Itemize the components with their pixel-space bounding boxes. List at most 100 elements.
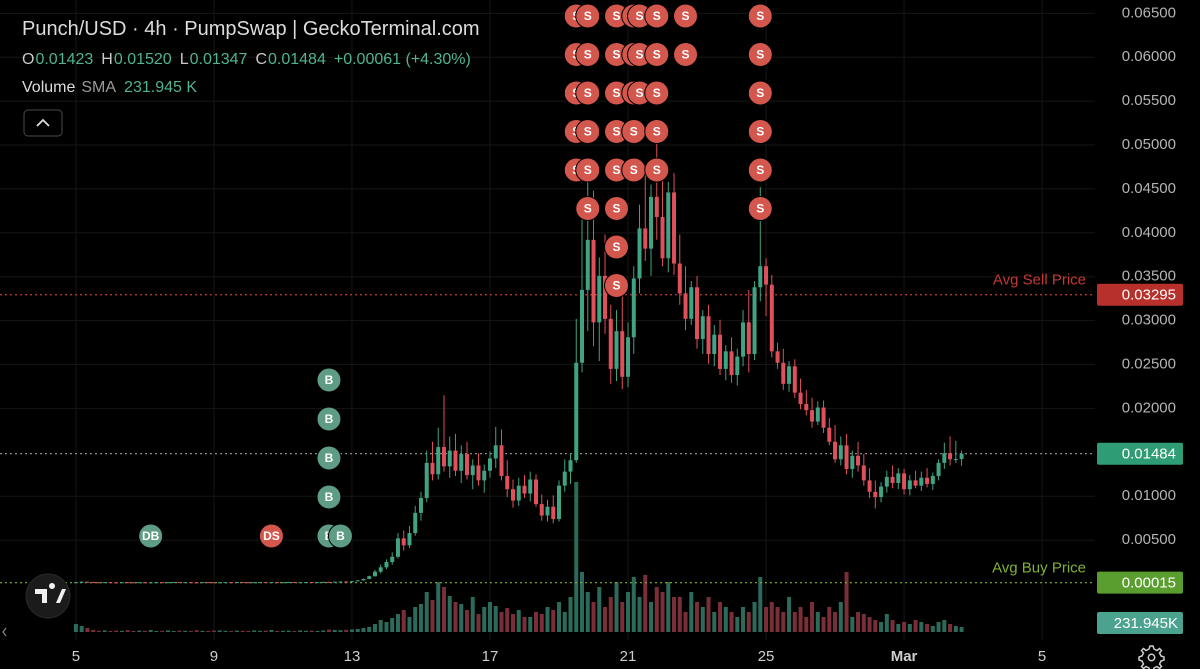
candle-body <box>585 239 590 290</box>
trade-marker-label: S <box>613 86 621 100</box>
volume-sma-badge <box>1097 612 1183 635</box>
trade-marker <box>747 80 773 106</box>
candle-body <box>654 196 659 218</box>
price-badge <box>1097 283 1183 306</box>
trade-marker-label: S <box>613 163 621 177</box>
candle-body <box>395 538 400 557</box>
candle-body <box>833 441 838 460</box>
volume-bar <box>367 626 372 632</box>
candle-body <box>240 582 245 584</box>
candle-body <box>137 582 142 584</box>
volume-bar <box>332 629 337 632</box>
price-line-name: Avg Buy Price <box>992 560 1086 577</box>
trade-marker-label: DS <box>263 529 280 543</box>
ohlc-value: 0.01484 <box>268 51 326 68</box>
candle-body <box>125 582 130 584</box>
ohlc-key: L <box>179 51 189 68</box>
volume-bar <box>211 630 216 632</box>
collapse-button[interactable] <box>23 109 63 137</box>
candle-body <box>85 581 90 583</box>
volume-bar <box>654 586 659 632</box>
volume-bar <box>643 574 648 632</box>
candle-body <box>856 455 861 466</box>
candle-body <box>551 506 556 520</box>
volume-legend: Volume SMA 231.945 K <box>22 79 205 97</box>
volume-bar <box>390 618 395 632</box>
y-tick-label: 0.02500 <box>1122 355 1176 372</box>
trade-marker <box>747 3 773 29</box>
y-tick-label: 0.06500 <box>1122 4 1176 21</box>
volume-bar <box>936 621 941 632</box>
volume-bar <box>890 619 895 632</box>
candle-body <box>430 462 435 475</box>
volume-bar <box>292 630 297 632</box>
trade-marker <box>673 42 699 67</box>
volume-bar <box>844 571 849 632</box>
volume-bar <box>275 630 280 632</box>
candle-body <box>367 576 372 579</box>
volume-bar <box>309 630 314 632</box>
trade-marker-label: S <box>756 9 764 23</box>
volume-bar <box>752 601 757 632</box>
candle-body <box>948 453 953 460</box>
volume-bar <box>459 604 464 632</box>
x-tick-label: 25 <box>758 648 775 665</box>
trade-marker <box>604 273 630 298</box>
scroll-left[interactable] <box>2 627 7 637</box>
volume-bar <box>631 576 636 632</box>
trade-marker-label: S <box>653 163 661 177</box>
volume-bar <box>131 630 136 632</box>
volume-bar <box>269 629 274 632</box>
volume-bar <box>597 586 602 632</box>
candle-body <box>884 476 889 487</box>
candle-body <box>700 316 705 340</box>
ohlc-legend: O0.01423 H0.01520 L0.01347 C0.01484 +0.00061… <box>22 51 479 69</box>
candle-body <box>510 489 515 501</box>
volume-bar <box>913 619 918 632</box>
candle-body <box>91 582 96 584</box>
volume-bar <box>384 621 389 632</box>
candle-body <box>804 404 809 411</box>
candle-body <box>574 362 579 461</box>
volume-bar <box>229 630 234 632</box>
volume-bar <box>407 616 412 632</box>
trade-marker-label: S <box>682 48 690 62</box>
candle-body <box>298 582 303 584</box>
trade-marker <box>673 3 699 29</box>
candle-body <box>953 459 958 461</box>
volume-name: Volume <box>22 79 76 96</box>
candles <box>73 143 964 584</box>
settings-button[interactable] <box>1138 645 1165 669</box>
candle-body <box>821 407 826 428</box>
candle-body <box>102 582 107 584</box>
trade-marker-label: S <box>653 9 661 23</box>
price-badge-label: 0.01484 <box>1122 446 1176 463</box>
volume-bar <box>447 595 452 632</box>
candle-body <box>355 580 360 582</box>
trade-marker-label: S <box>584 163 592 177</box>
candle-body <box>925 477 930 484</box>
candle-body <box>706 316 711 354</box>
candle-body <box>505 476 510 490</box>
volume-bar <box>620 601 625 632</box>
trade-marker-label: S <box>613 240 621 254</box>
candle-body <box>533 479 538 505</box>
trade-marker-label: S <box>613 48 621 62</box>
volume-bar <box>119 630 124 632</box>
volume-bar <box>689 591 694 632</box>
volume-bar <box>516 609 521 632</box>
trade-marker-label: S <box>613 279 621 293</box>
trade-marker-label: S <box>756 202 764 216</box>
volume-bar <box>637 596 642 632</box>
trade-marker-label: S <box>636 9 644 23</box>
trade-marker <box>575 80 601 106</box>
volume-bar <box>580 571 585 632</box>
logo[interactable] <box>25 573 71 619</box>
candle-body <box>372 571 377 577</box>
volume-bar <box>298 630 303 632</box>
price-badge <box>1097 442 1183 465</box>
volume-bar <box>137 630 142 632</box>
trade-marker <box>604 196 630 221</box>
y-tick-label: 0.05500 <box>1122 92 1176 109</box>
